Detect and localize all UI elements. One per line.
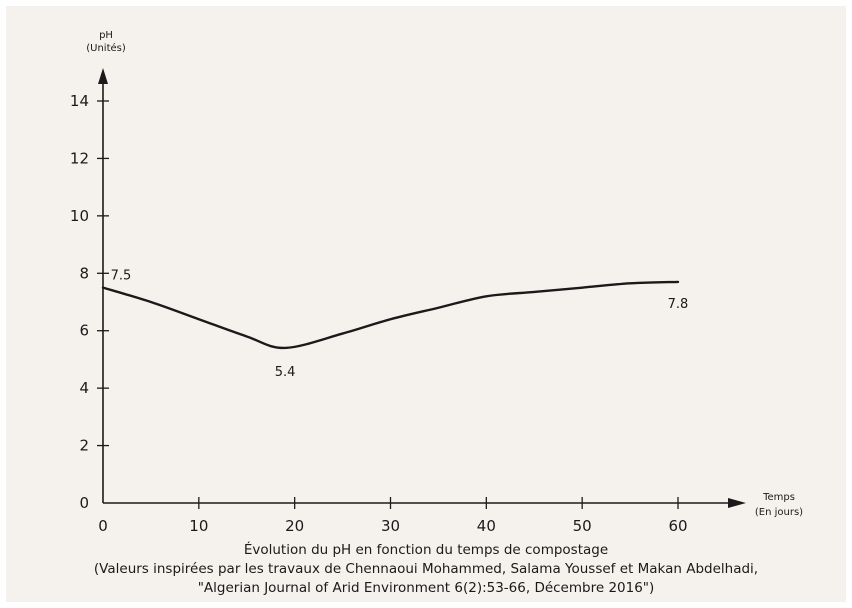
x-tick-label: 40	[477, 517, 496, 535]
x-tick-label: 60	[668, 517, 687, 535]
x-tick-label: 10	[189, 517, 208, 535]
series-group	[101, 280, 680, 350]
caption-line-1: Évolution du pH en fonction du temps de …	[243, 542, 609, 558]
y-tick-label: 6	[79, 322, 89, 340]
caption-line-2: (Valeurs inspirées par les travaux de Ch…	[93, 561, 759, 577]
y-axis-unit: (Unités)	[86, 42, 126, 54]
ph-series-line	[101, 280, 680, 350]
y-axis-arrow-icon	[98, 68, 108, 84]
x-axis-title: Temps	[762, 492, 795, 503]
caption-line-3: "Algerian Journal of Arid Environment 6(…	[197, 580, 655, 596]
x-tick-label: 20	[285, 517, 304, 535]
x-tick-label: 30	[381, 517, 400, 535]
y-tick-label: 2	[79, 437, 89, 455]
axes-group	[98, 68, 746, 508]
data-label: 7.8	[668, 297, 689, 312]
ticks-group: 0 2 4 6 8 10 12 14 0 10 20 30 40 50 60	[70, 92, 688, 535]
y-tick-label: 10	[70, 207, 89, 225]
y-tick-label: 12	[70, 149, 89, 167]
y-tick-label: 0	[79, 494, 89, 512]
x-axis-arrow-icon	[728, 498, 746, 508]
x-axis-unit: (En jours)	[755, 507, 803, 518]
annotations-group: 7.5 5.4 7.8	[111, 269, 689, 380]
data-label: 7.5	[111, 269, 132, 284]
y-tick-label: 8	[79, 264, 89, 282]
x-tick-label: 50	[573, 517, 592, 535]
y-tick-label: 14	[70, 92, 89, 110]
x-tick-label: 0	[98, 517, 108, 535]
y-axis-title: pH	[99, 30, 113, 41]
y-tick-label: 4	[79, 379, 89, 397]
data-label: 5.4	[275, 365, 296, 380]
